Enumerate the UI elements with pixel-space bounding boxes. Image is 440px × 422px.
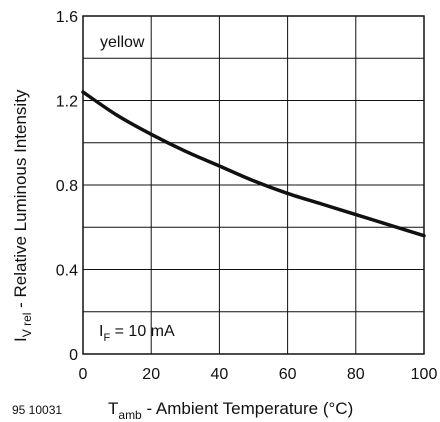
x-axis-label: Tamb - Ambient Temperature (°C): [108, 399, 353, 422]
y-tick-label: 0.8: [56, 178, 78, 195]
y-tick-label: 1.6: [56, 9, 78, 26]
plot-frame: [82, 15, 425, 355]
x-tick-label: 80: [347, 366, 365, 383]
annotation-current: IF = 10 mA: [99, 323, 175, 344]
grid-lines: [83, 16, 424, 354]
x-tick-label: 0: [79, 366, 88, 383]
figure-number: 95 10031: [12, 403, 62, 417]
x-tick-label: 40: [211, 366, 229, 383]
y-tick-label: 0: [69, 347, 78, 364]
y-tick-labels: 0 0.4 0.8 1.2 1.6: [56, 9, 78, 364]
y-axis-label: IV rel - Relative Luminous Intensity: [11, 89, 34, 342]
x-tick-label: 20: [142, 366, 160, 383]
x-tick-label: 100: [411, 366, 438, 383]
y-tick-label: 0.4: [56, 263, 78, 280]
series-line: [81, 90, 426, 238]
x-tick-labels: 0 20 40 60 80 100: [79, 366, 438, 383]
y-tick-label: 1.2: [56, 94, 78, 111]
x-tick-label: 60: [279, 366, 297, 383]
annotation-color: yellow: [100, 34, 145, 51]
